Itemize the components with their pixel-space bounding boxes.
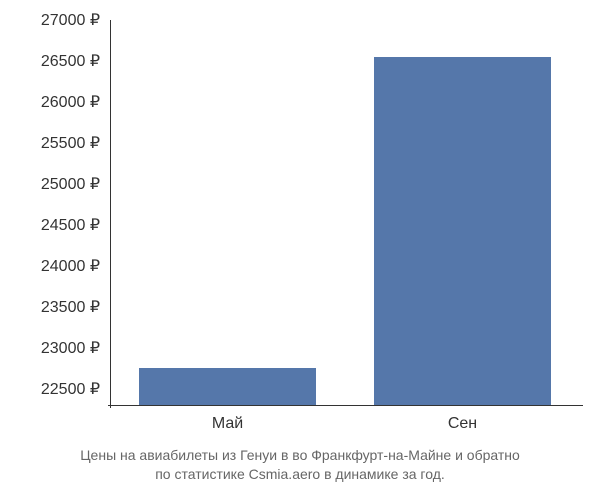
y-tick-label: 22500 ₽ (41, 379, 100, 399)
x-axis: Май Сен (110, 410, 580, 440)
y-tick-label: 26000 ₽ (41, 92, 100, 112)
chart-caption: Цены на авиабилеты из Генуи в во Франкфу… (0, 446, 600, 485)
y-tick-label: 25000 ₽ (41, 174, 100, 194)
y-tick-label: 25500 ₽ (41, 133, 100, 153)
caption-line-2: по статистике Csmia.aero в динамике за г… (0, 465, 600, 485)
x-tick-label: Сен (448, 415, 477, 433)
y-tick-label: 23000 ₽ (41, 338, 100, 358)
y-tick-label: 27000 ₽ (41, 10, 100, 30)
y-tick-label: 24500 ₽ (41, 215, 100, 235)
plot-area (110, 20, 580, 405)
bar (374, 57, 550, 405)
chart-container: 22500 ₽ 23000 ₽ 23500 ₽ 24000 ₽ 24500 ₽ 25000… (0, 10, 600, 450)
x-tick-label: Май (212, 415, 243, 433)
y-tick-label: 23500 ₽ (41, 297, 100, 317)
x-axis-line (108, 405, 583, 406)
caption-line-1: Цены на авиабилеты из Генуи в во Франкфу… (0, 446, 600, 466)
y-tick-label: 26500 ₽ (41, 51, 100, 71)
y-tick-label: 24000 ₽ (41, 256, 100, 276)
bar (139, 368, 315, 405)
y-axis: 22500 ₽ 23000 ₽ 23500 ₽ 24000 ₽ 24500 ₽ 25000… (0, 20, 105, 405)
